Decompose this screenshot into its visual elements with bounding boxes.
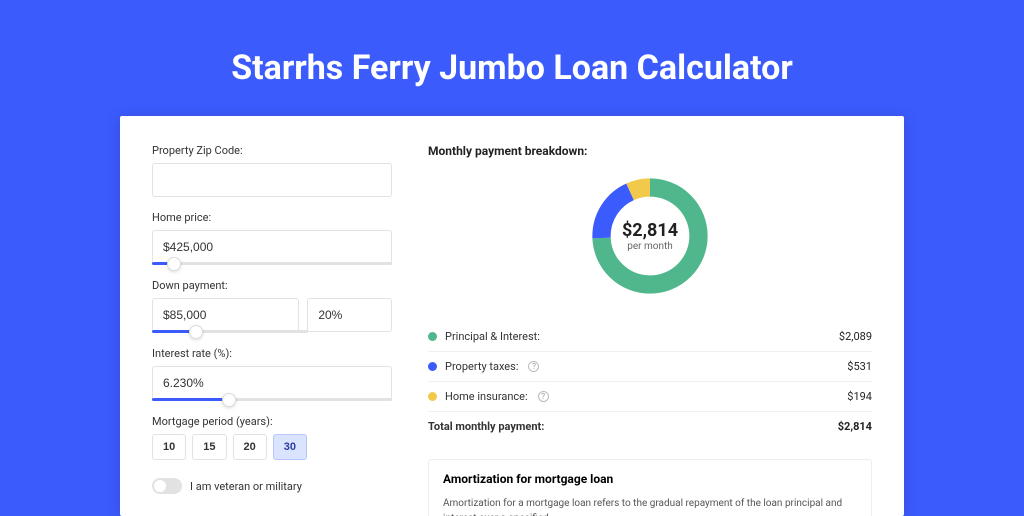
veteran-label: I am veteran or military — [190, 480, 302, 493]
help-icon[interactable]: ? — [528, 361, 539, 372]
interest-slider[interactable] — [152, 398, 392, 401]
amortization-title: Amortization for mortgage loan — [443, 472, 857, 486]
page-title: Starrhs Ferry Jumbo Loan Calculator — [0, 0, 1024, 116]
slider-fill — [152, 398, 229, 401]
veteran-toggle-row: I am veteran or military — [152, 478, 392, 494]
breakdown-title: Monthly payment breakdown: — [428, 144, 872, 158]
legend-label: Principal & Interest: — [445, 330, 540, 343]
legend-total-label: Total monthly payment: — [428, 420, 544, 433]
period-btn-20[interactable]: 20 — [233, 434, 267, 460]
period-options: 1015 2030 — [152, 434, 392, 460]
legend-dot — [428, 362, 437, 371]
donut-center: $2,814 per month — [622, 220, 678, 252]
toggle-knob — [154, 480, 166, 492]
legend-row: Property taxes:? $531 — [428, 351, 872, 381]
interest-input[interactable] — [152, 366, 392, 400]
zip-input[interactable] — [152, 163, 392, 197]
legend-value: $531 — [847, 360, 872, 373]
down-payment-pct-input[interactable] — [307, 298, 392, 332]
period-btn-15[interactable]: 15 — [192, 434, 226, 460]
period-label: Mortgage period (years): — [152, 415, 392, 428]
home-price-input[interactable] — [152, 230, 392, 264]
interest-label: Interest rate (%): — [152, 347, 392, 360]
legend-total-row: Total monthly payment: $2,814 — [428, 411, 872, 441]
donut-wrap: $2,814 per month — [428, 172, 872, 304]
down-payment-input[interactable] — [152, 298, 299, 332]
legend-left: Property taxes:? — [428, 360, 539, 373]
veteran-toggle[interactable] — [152, 478, 182, 494]
period-btn-30[interactable]: 30 — [273, 434, 307, 460]
inputs-column: Property Zip Code: Home price: Down paym… — [152, 144, 392, 516]
zip-field-group: Property Zip Code: — [152, 144, 392, 197]
home-price-label: Home price: — [152, 211, 392, 224]
donut-amount: $2,814 — [622, 220, 678, 241]
amortization-text: Amortization for a mortgage loan refers … — [443, 496, 857, 516]
donut-chart: $2,814 per month — [586, 172, 714, 300]
down-payment-field-group: Down payment: — [152, 279, 392, 333]
legend-value: $194 — [847, 390, 872, 403]
legend-total-value: $2,814 — [838, 420, 872, 433]
slider-thumb[interactable] — [167, 257, 181, 271]
legend-left: Home insurance:? — [428, 390, 549, 403]
legend-row: Principal & Interest: $2,089 — [428, 322, 872, 351]
home-price-slider[interactable] — [152, 262, 392, 265]
period-field-group: Mortgage period (years): 1015 2030 — [152, 415, 392, 460]
legend-row: Home insurance:? $194 — [428, 381, 872, 411]
legend-label: Property taxes: — [445, 360, 518, 373]
zip-label: Property Zip Code: — [152, 144, 392, 157]
home-price-field-group: Home price: — [152, 211, 392, 265]
breakdown-column: Monthly payment breakdown: $2,814 per mo… — [420, 144, 872, 516]
down-payment-label: Down payment: — [152, 279, 392, 292]
legend: Principal & Interest: $2,089 Property taxe… — [428, 322, 872, 411]
period-btn-10[interactable]: 10 — [152, 434, 186, 460]
donut-sub: per month — [622, 241, 678, 252]
legend-label: Home insurance: — [445, 390, 528, 403]
legend-dot — [428, 392, 437, 401]
legend-dot — [428, 332, 437, 341]
amortization-box: Amortization for mortgage loan Amortizat… — [428, 459, 872, 516]
calculator-card: Property Zip Code: Home price: Down paym… — [120, 116, 904, 516]
interest-field-group: Interest rate (%): — [152, 347, 392, 401]
down-payment-slider[interactable] — [152, 330, 308, 333]
help-icon[interactable]: ? — [538, 391, 549, 402]
slider-thumb[interactable] — [189, 325, 203, 339]
legend-left: Principal & Interest: — [428, 330, 540, 343]
slider-thumb[interactable] — [222, 393, 236, 407]
legend-value: $2,089 — [839, 330, 872, 343]
